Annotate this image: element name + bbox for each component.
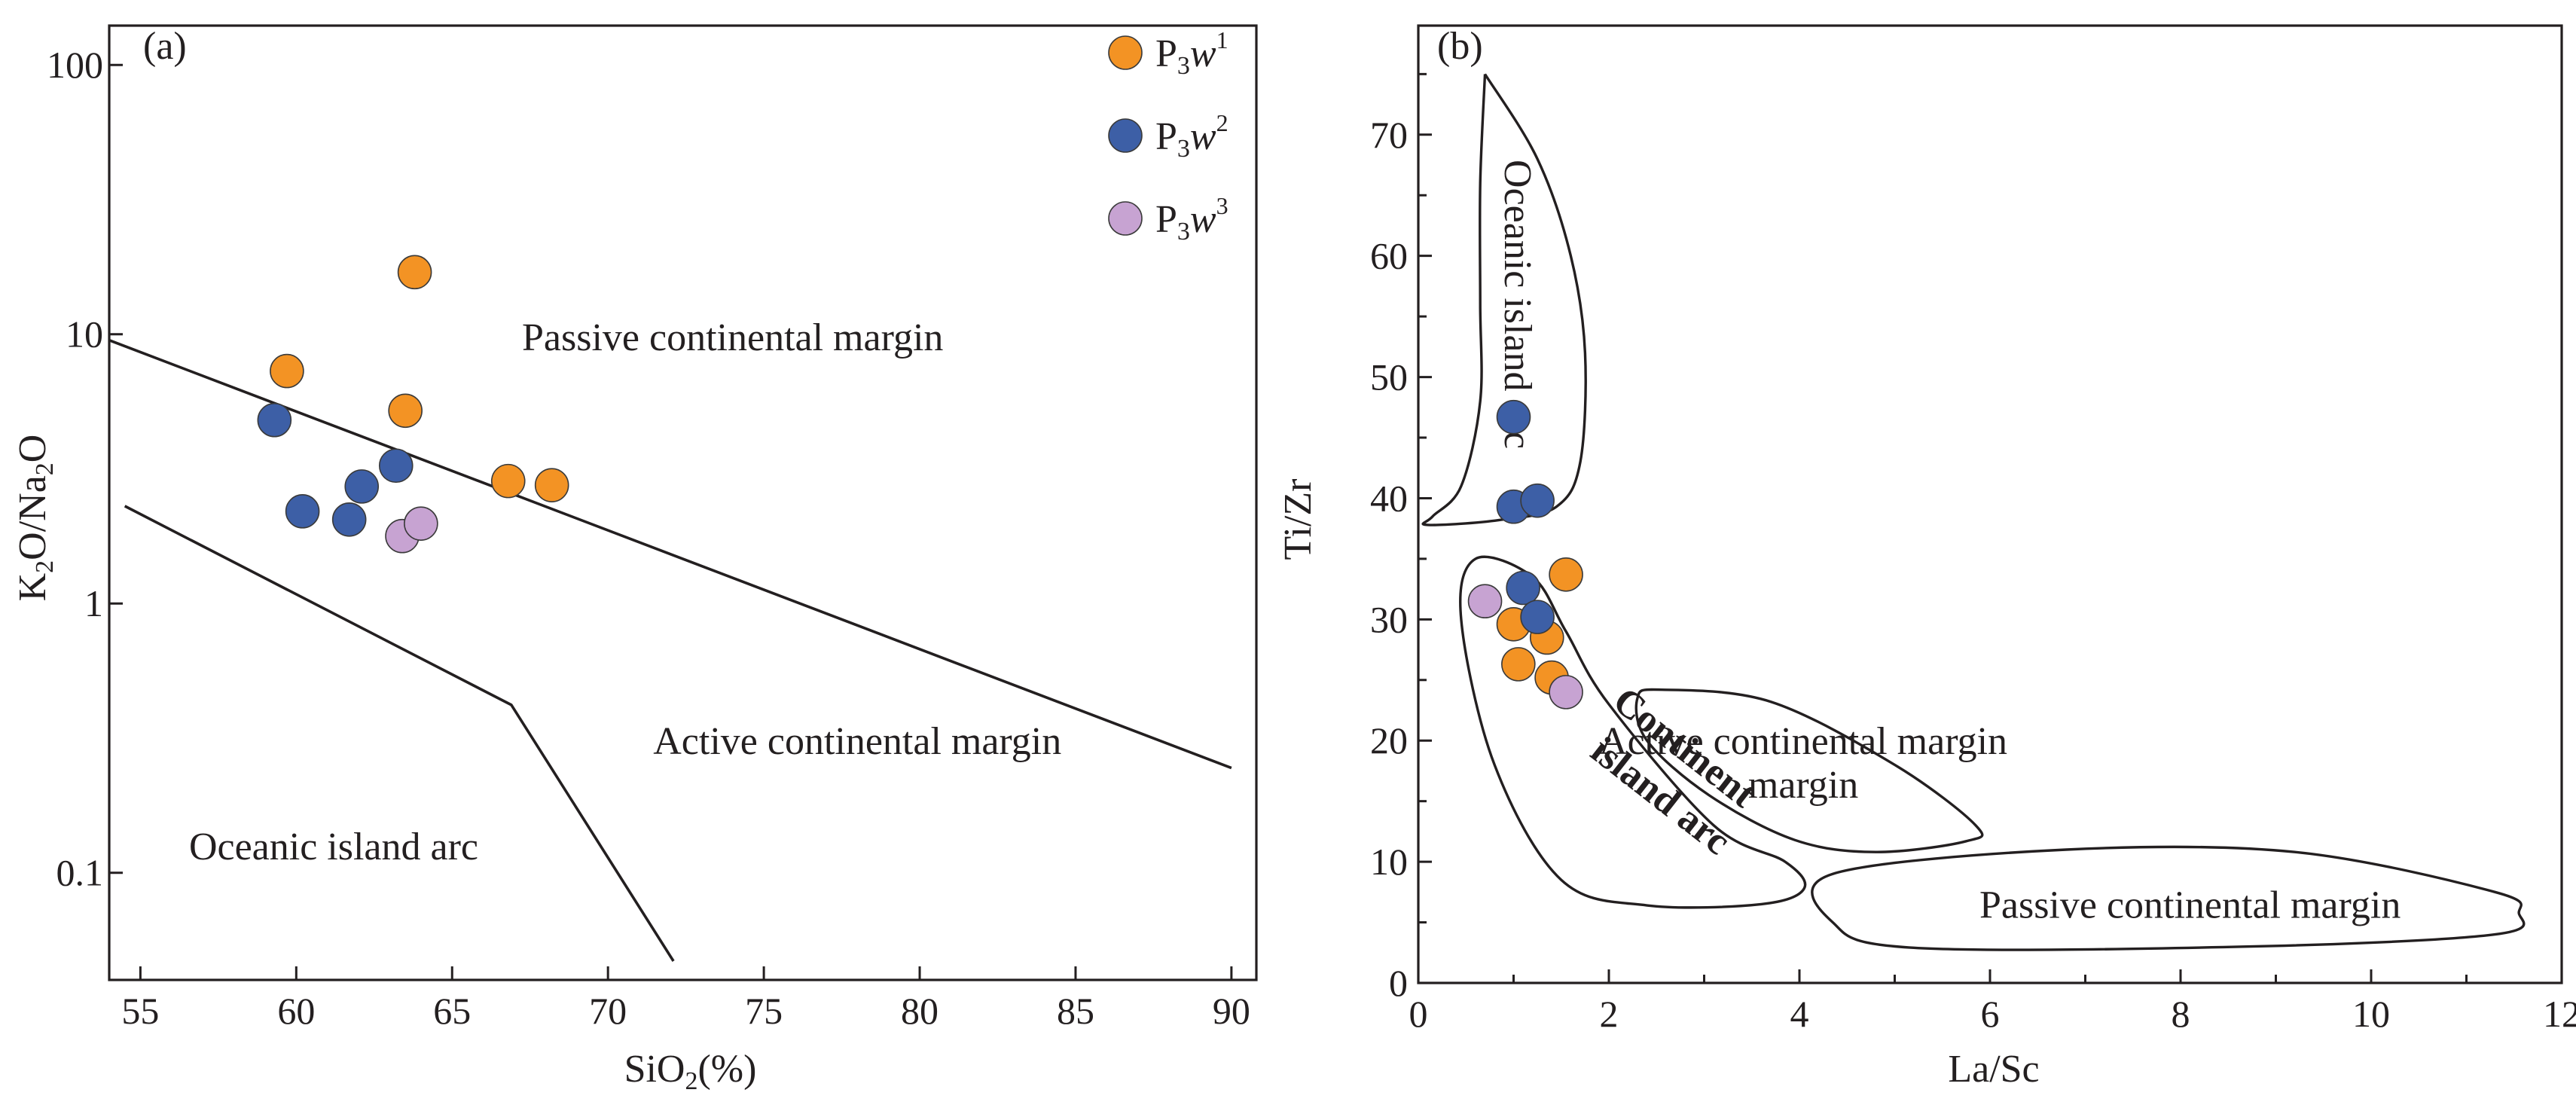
panel-a-y-tick-label: 100 xyxy=(47,44,103,86)
legend-marker-P3w3 xyxy=(1108,201,1143,236)
panel-b-fields xyxy=(1421,73,2526,951)
panel-a-point-P3w1 xyxy=(388,393,423,429)
panel-b-y-tick-label: 50 xyxy=(1370,356,1408,398)
panel-a-label: (a) xyxy=(143,25,187,68)
panel-b-x-tick-label: 2 xyxy=(1600,993,1619,1035)
panel-a-boundary-line-1 xyxy=(109,339,1232,770)
panel-b-field-boundary-1 xyxy=(1421,73,1587,526)
panel-b-point-P3w2 xyxy=(1496,399,1531,435)
panel-a-point-P3w2 xyxy=(285,494,320,529)
legend-label-P3w2: P3w2 xyxy=(1155,109,1228,163)
panel-a-region-label: Oceanic island arc xyxy=(189,826,478,868)
panel-b-x-tick-label: 10 xyxy=(2352,993,2390,1035)
panel-b-y-tick-label: 30 xyxy=(1370,598,1408,640)
panel-a-x-tick-label: 80 xyxy=(901,990,939,1032)
panel-b-x-tick-label: 12 xyxy=(2543,993,2576,1035)
panel-b-point-P3w1 xyxy=(1501,647,1536,682)
panel-a-x-tick-label: 75 xyxy=(745,990,783,1032)
panel-b-point-P3w1 xyxy=(1549,557,1583,592)
panel-b-x-tick-label: 6 xyxy=(1981,993,2000,1035)
panel-b-y-tick-label: 20 xyxy=(1370,719,1408,761)
legend-label-P3w1: P3w1 xyxy=(1155,26,1228,80)
panel-b-x-tick-label: 0 xyxy=(1409,993,1428,1035)
panel-b-y-tick-label: 10 xyxy=(1370,841,1408,883)
panel-b-point-P3w2 xyxy=(1520,483,1555,518)
panel-a-y-tick-label: 0.1 xyxy=(56,852,104,894)
panel-b-point-P3w3 xyxy=(1467,584,1503,619)
panel-a-x-tick-label: 60 xyxy=(277,990,315,1032)
panel-a-point-P3w3 xyxy=(404,506,438,541)
panel-b-x-axis-label: La/Sc xyxy=(1948,1048,2039,1091)
panel-a-point-P3w1 xyxy=(270,353,304,389)
legend-marker-P3w2 xyxy=(1108,118,1143,153)
panel-b-x-tick-label: 4 xyxy=(1790,993,1809,1035)
panel-a-point-P3w2 xyxy=(331,502,367,537)
panel-a-x-tick-label: 65 xyxy=(433,990,471,1032)
panel-a-region-label: Active continental margin xyxy=(653,720,1061,763)
panel-a-boundaries xyxy=(109,339,1232,962)
panel-a-y-tick-label: 10 xyxy=(66,313,103,356)
panel-a-point-P3w1 xyxy=(490,463,526,499)
panel-b-point-P3w2 xyxy=(1520,600,1555,634)
legend-label-P3w3: P3w3 xyxy=(1155,192,1228,246)
panel-a-x-axis-label: SiO2(%) xyxy=(624,1048,757,1095)
panel-b-y-axis-label: Ti/Zr xyxy=(1277,479,1320,560)
panel-b-region-label: Passive continental margin xyxy=(1979,884,2401,926)
panel-b-point-P3w3 xyxy=(1549,675,1583,710)
panel-a-x-tick-label: 70 xyxy=(589,990,627,1032)
panel-a-point-P3w1 xyxy=(534,468,569,502)
panel-a-chart: 55 60 65 70 75 80 85 90 100 10 1 0.1 SiO2(%) K2O/Na2O… xyxy=(11,24,1258,1095)
panel-a-point-P3w2 xyxy=(344,469,380,504)
panel-a-plot-frame xyxy=(108,24,1258,981)
panel-a-point-P3w2 xyxy=(257,402,292,438)
panel-a-x-tick-label: 55 xyxy=(121,990,159,1032)
panel-a-y-tick-label: 1 xyxy=(84,582,103,624)
panel-a-x-tick-label: 85 xyxy=(1057,990,1094,1032)
panel-a-point-P3w1 xyxy=(397,255,432,290)
panel-b-y-tick-label: 40 xyxy=(1370,477,1408,519)
legend-marker-P3w1 xyxy=(1108,35,1143,70)
panel-b-chart: 0 2 4 6 8 10 12010203040506070La/ScTi/Zr(b)Oce… xyxy=(1277,24,2576,1091)
panel-b-label: (b) xyxy=(1437,25,1483,68)
panel-a-x-tick-label: 90 xyxy=(1213,990,1250,1032)
panel-b-x-tick-label: 8 xyxy=(2172,993,2190,1035)
panel-b-field-boundary-2 xyxy=(1459,555,1807,909)
panel-b-y-tick-label: 70 xyxy=(1370,114,1408,156)
panel-b-region-label: margin xyxy=(1748,764,1858,807)
panel-b-plot-frame xyxy=(1417,24,2563,984)
panel-a-y-axis-label: K2O/Na2O xyxy=(11,435,59,602)
panel-b-y-tick-label: 0 xyxy=(1389,962,1408,1004)
panel-a-region-label: Passive continental margin xyxy=(522,316,943,359)
panel-b-y-tick-label: 60 xyxy=(1370,235,1408,277)
panel-b-field-boundary-4 xyxy=(1811,845,2526,951)
panel-a-boundary-line-2 xyxy=(124,505,675,962)
panel-b-region-label: Active continental margin xyxy=(1599,720,2007,763)
panel-a-point-P3w2 xyxy=(378,448,414,484)
panel-b-point-P3w2 xyxy=(1506,570,1540,606)
panel-b-field-boundary-3 xyxy=(1634,688,1984,853)
